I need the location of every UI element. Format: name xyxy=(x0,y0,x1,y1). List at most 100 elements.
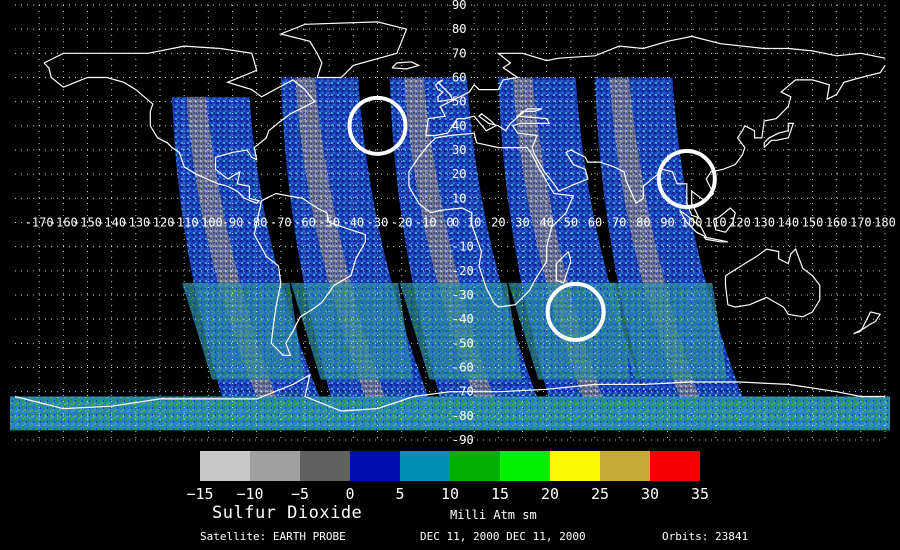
longitude-label: -10 xyxy=(415,216,437,230)
coastline xyxy=(278,21,408,79)
longitude-label: 40 xyxy=(539,216,553,230)
longitude-label: 20 xyxy=(491,216,505,230)
colorbar-tick-label: 10 xyxy=(440,485,460,503)
longitude-label: 130 xyxy=(753,216,775,230)
swath-edge xyxy=(609,77,699,397)
latitude-label: 40 xyxy=(452,119,466,133)
colorbar-tick-label: 0 xyxy=(345,485,355,503)
colorbar-tick-label: 5 xyxy=(395,485,405,503)
latitude-label: -60 xyxy=(452,361,474,375)
latitude-labels: 90 80 70 60 50 40 30 20 10 0 -10 -20 -30 -40 -50 -60 -70… xyxy=(452,0,474,447)
coastline xyxy=(43,45,316,204)
latitude-label: 80 xyxy=(452,22,466,36)
longitude-label: 30 xyxy=(515,216,529,230)
longitude-labels: -170-160-150-140-130-120-110 -10 0 -90 -80 -7… xyxy=(25,216,896,230)
longitude-label: -110 xyxy=(170,216,199,230)
longitude-label: 100 xyxy=(681,216,703,230)
longitude-label: 170 xyxy=(850,216,872,230)
longitude-label: 110 xyxy=(705,216,727,230)
longitude-label: -60 xyxy=(294,216,316,230)
longitude-label: 50 xyxy=(564,216,578,230)
longitude-label: -30 xyxy=(367,216,389,230)
colorbar-swatch xyxy=(400,451,450,481)
longitude-label: -90 xyxy=(222,216,244,230)
coastline xyxy=(408,132,575,308)
longitude-label: 70 xyxy=(612,216,626,230)
colorbar-tick-label: 25 xyxy=(590,485,610,503)
swath-south xyxy=(508,282,631,380)
latitude-label: -70 xyxy=(452,385,474,399)
longitude-label: -150 xyxy=(73,216,102,230)
colorbar-swatch xyxy=(250,451,300,481)
longitude-label: 140 xyxy=(777,216,799,230)
latitude-label: 20 xyxy=(452,167,466,181)
longitude-label: 80 xyxy=(636,216,650,230)
colorbar-tick-label: 30 xyxy=(640,485,660,503)
latitude-label: -20 xyxy=(452,264,474,278)
colorbar-swatch xyxy=(650,451,700,481)
latitude-label: 30 xyxy=(452,143,466,157)
coastline xyxy=(853,311,882,335)
orbits-label: Orbits: 23841 xyxy=(662,530,749,543)
colorbar-tick-label: 15 xyxy=(490,485,510,503)
longitude-label: -80 xyxy=(246,216,268,230)
latitude-label: -40 xyxy=(452,312,474,326)
colorbar-swatch xyxy=(450,451,500,481)
colorbar xyxy=(200,451,700,481)
longitude-label: -40 xyxy=(342,216,364,230)
coastline xyxy=(724,248,821,318)
swath-south xyxy=(182,282,305,380)
swath-edge xyxy=(186,96,276,397)
longitude-label: -130 xyxy=(121,216,150,230)
colorbar-tick-label: 35 xyxy=(690,485,710,503)
swath-south xyxy=(605,282,728,380)
swath-south xyxy=(399,282,522,380)
longitude-label: -20 xyxy=(391,216,413,230)
longitude-label: 0 xyxy=(446,216,453,230)
longitude-label: 10 xyxy=(467,216,481,230)
coastline xyxy=(14,373,885,412)
latitude-label: 10 xyxy=(452,191,466,205)
colorbar-tick-label: 20 xyxy=(540,485,560,503)
highlight-circle xyxy=(656,149,717,209)
swath-edge xyxy=(512,77,603,397)
colorbar-tick-labels: −15 −10 −5 0 5 10 15 20 25 30 35 xyxy=(175,485,725,505)
latitude-label: 90 xyxy=(452,0,466,12)
longitude-label: -50 xyxy=(318,216,340,230)
colorbar-swatch xyxy=(200,451,250,481)
longitude-label: -120 xyxy=(146,216,175,230)
longitude-label: 90 xyxy=(660,216,674,230)
colorbar-tick-label: −10 xyxy=(236,485,264,503)
lat-lon-grid xyxy=(15,4,886,441)
latitude-label: 70 xyxy=(452,46,466,60)
colorbar-tick-label: −15 xyxy=(186,485,214,503)
longitude-label: 160 xyxy=(826,216,848,230)
satellite-label: Satellite: EARTH PROBE xyxy=(200,530,346,543)
coastline xyxy=(703,236,729,243)
coastline xyxy=(712,207,736,233)
coastline xyxy=(253,192,366,356)
highlight-circles xyxy=(347,95,717,342)
longitude-label: -160 xyxy=(49,216,78,230)
coastline xyxy=(763,122,795,149)
latitude-label: 0 xyxy=(452,216,459,230)
date-label: DEC 11, 2000 DEC 11, 2000 xyxy=(420,530,586,543)
latitude-label: -50 xyxy=(452,336,474,350)
longitude-label: -170 xyxy=(25,216,54,230)
coastline xyxy=(425,65,886,219)
longitude-label: 180 xyxy=(874,216,896,230)
colorbar-swatch xyxy=(600,451,650,481)
latitude-label: 50 xyxy=(452,95,466,109)
coastline xyxy=(555,251,572,284)
colorbar-tick-label: −5 xyxy=(290,485,310,503)
longitude-label: 120 xyxy=(729,216,751,230)
longitude-label: -140 xyxy=(97,216,126,230)
swath-edge xyxy=(404,77,494,397)
units-label: Milli Atm sm xyxy=(450,508,537,522)
latitude-label: 60 xyxy=(452,71,466,85)
highlight-circle xyxy=(545,281,606,342)
latitude-label: -80 xyxy=(452,409,474,423)
longitude-label: 60 xyxy=(588,216,602,230)
longitude-label: -70 xyxy=(270,216,292,230)
